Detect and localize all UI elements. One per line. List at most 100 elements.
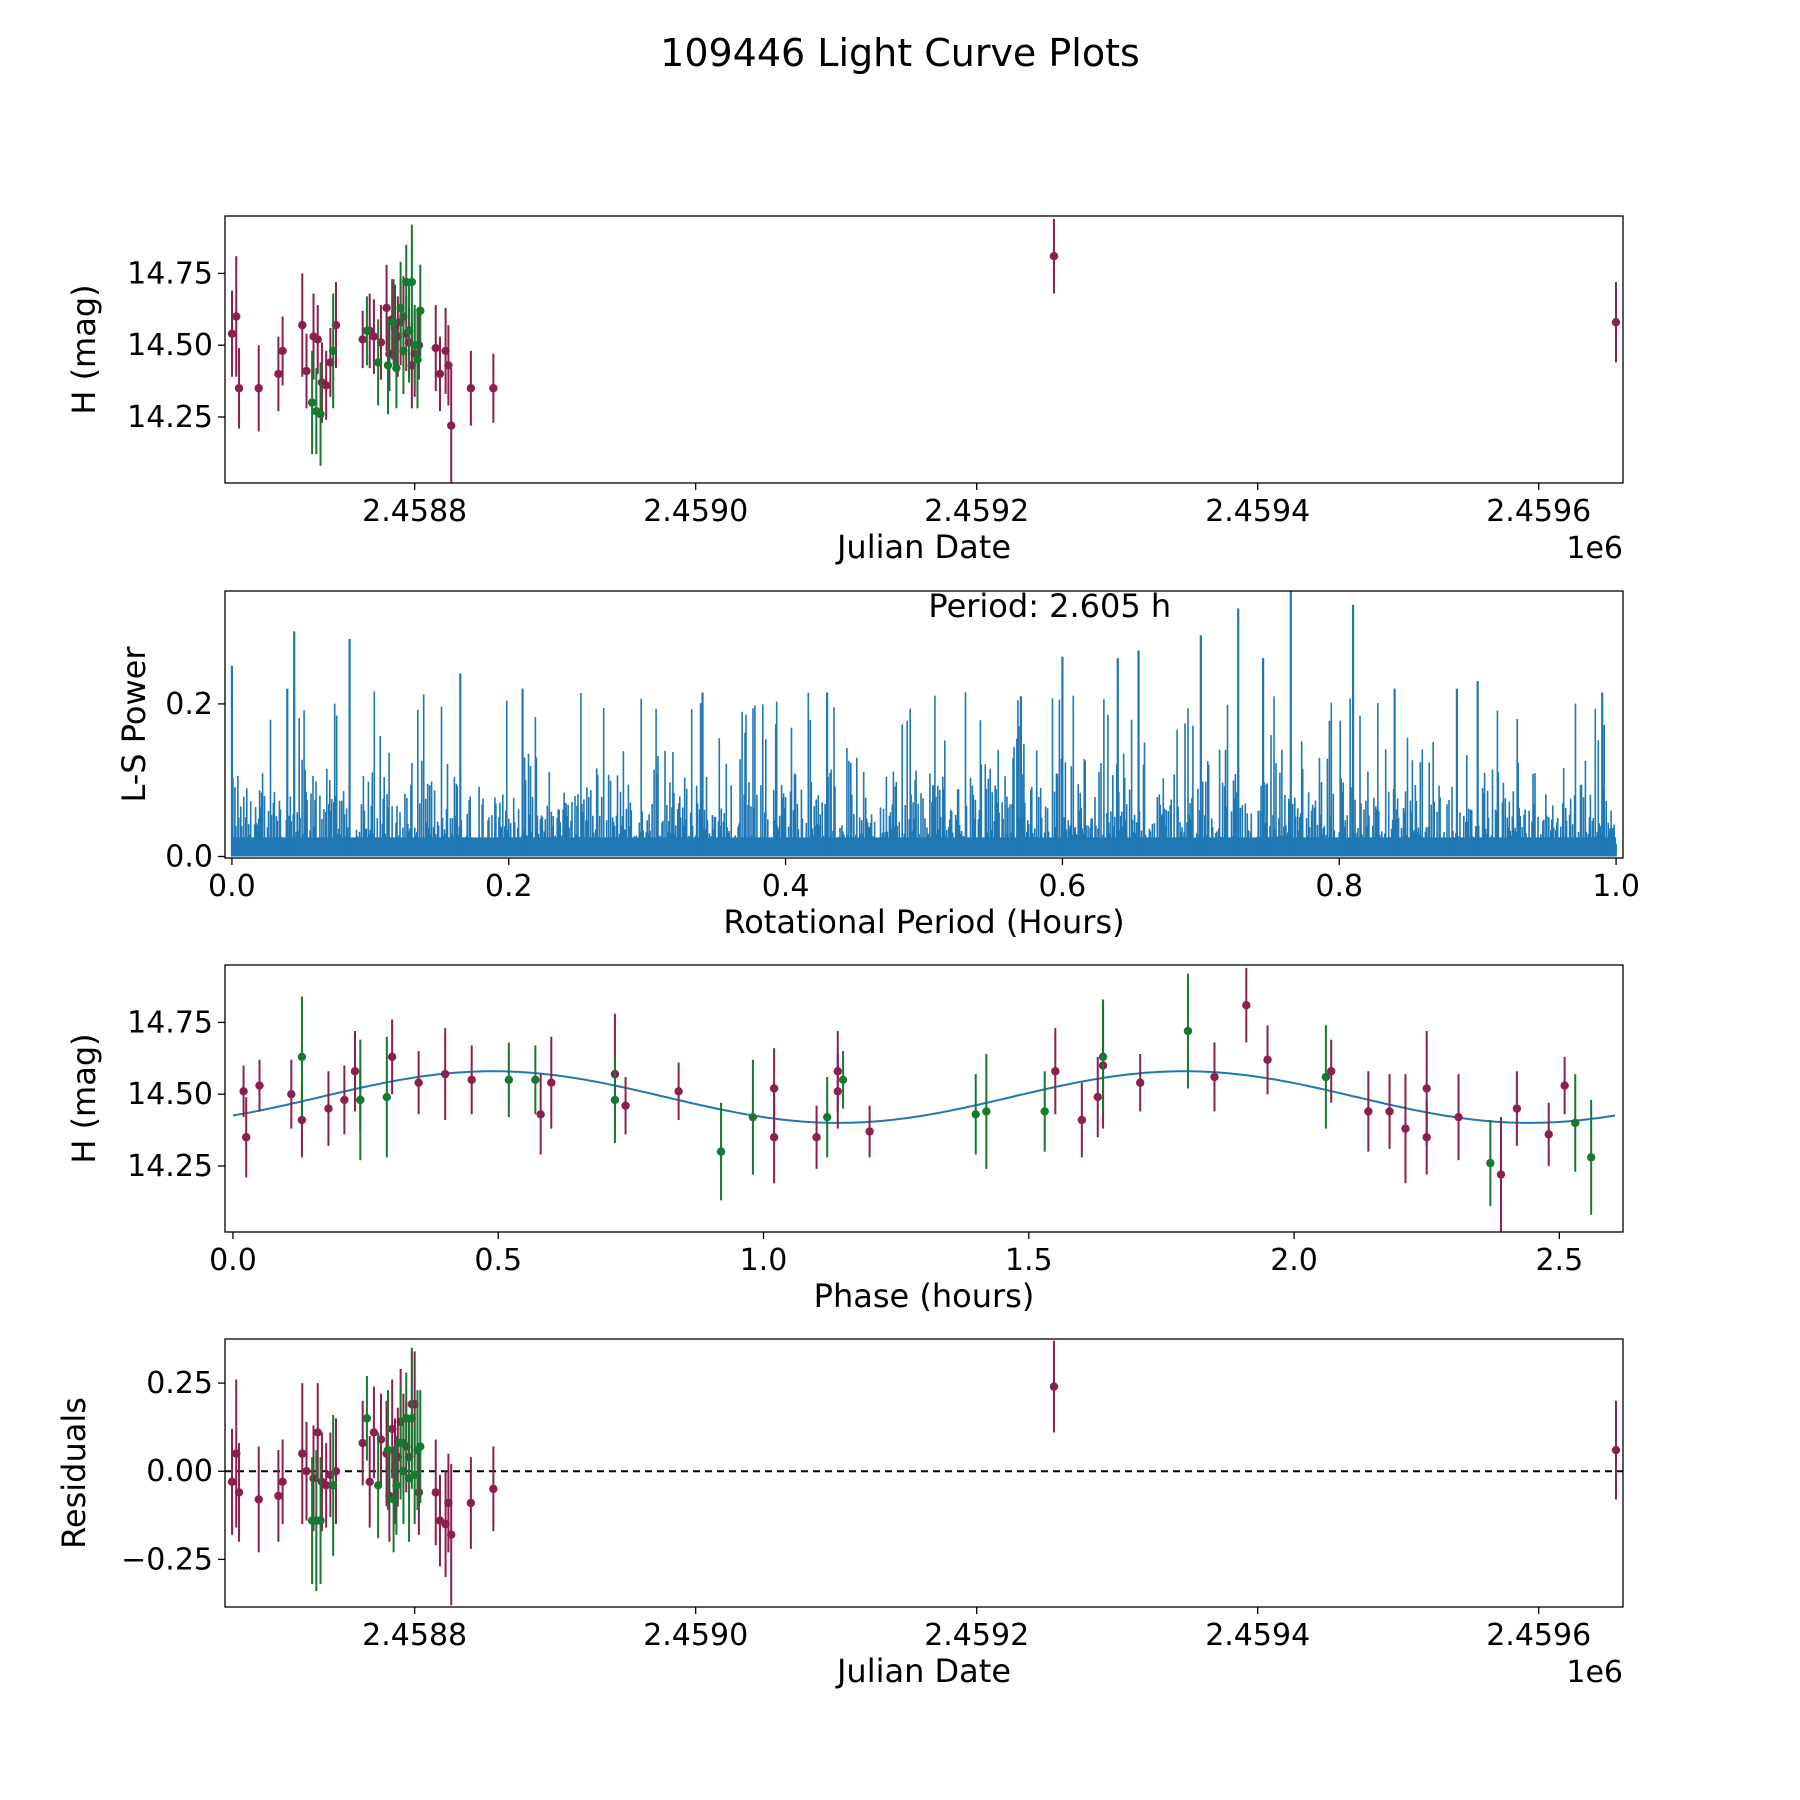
data-point [1611,1445,1621,1455]
data-point [431,1488,440,1497]
data-point [302,366,311,376]
figure-title: 109446 Light Curve Plots [660,31,1140,75]
x-tick-label: 2.4596 [1486,1618,1591,1653]
y-axis-label: H (mag) [65,1033,103,1163]
y-axis-label: Residuals [55,1397,93,1549]
x-tick-label: 2.4590 [643,494,748,529]
data-point [340,1095,349,1105]
x-offset-text: 1e6 [1566,1655,1623,1690]
data-point [1586,1153,1596,1162]
axes-frame [224,1338,1624,1608]
data-point [373,1481,383,1490]
y-tick-label: 14.25 [127,1149,213,1184]
y-tick-label: 14.75 [127,1005,213,1040]
data-point [313,1428,322,1437]
series-green [307,1347,425,1592]
data-point [328,1481,338,1490]
x-tick-label: 0.6 [1039,869,1087,904]
data-point [414,1488,424,1497]
data-point [383,361,393,370]
data-point [321,1481,331,1490]
y-tick-label: −0.25 [121,1542,213,1577]
x-tick-label: 2.4592 [924,1618,1029,1653]
data-point [298,1449,307,1458]
data-point [328,346,338,356]
data-point [1098,1052,1108,1062]
data-point [274,1491,283,1501]
data-point [399,346,408,356]
data-point [769,1084,779,1093]
data-point [447,1530,456,1539]
y-axis-label: L-S Power [115,646,153,803]
data-point [1135,1078,1145,1087]
x-offset-text: 1e6 [1566,531,1623,566]
data-point [227,1477,237,1487]
data-point [1422,1133,1431,1142]
data-point [531,1075,540,1085]
x-tick-label: 1.0 [740,1243,788,1278]
periodogram-panel: Period: 2.605 h 0.0 0.2 0.4 0.6 0.8 1.0 0.0 0.2 R… [115,587,1640,941]
data-point [547,1078,556,1087]
data-point [444,361,453,370]
data-point [316,1516,325,1525]
data-point [447,421,456,430]
data-point [316,409,325,419]
data-point [373,358,383,367]
data-point [389,318,398,327]
data-point [382,1092,392,1102]
y-tick-label: 14.25 [127,400,213,435]
data-point [297,1115,307,1125]
data-point [255,1081,264,1090]
data-point [838,1075,848,1085]
y-tick-label: 0.25 [146,1366,213,1401]
data-point [239,1087,248,1096]
data-point [278,346,287,356]
data-point [382,303,391,313]
data-point [416,306,425,315]
data-point [274,369,283,379]
data-point [489,1484,498,1494]
axes-frame [224,215,1624,484]
data-point [1385,1107,1394,1116]
data-point [254,1495,263,1504]
plot-area [232,967,1616,1232]
data-point [1077,1115,1087,1125]
x-tick-label: 0.0 [208,869,256,904]
data-point [324,1104,333,1113]
data-point [1422,1084,1431,1093]
data-point [362,326,372,336]
x-tick-label: 0.8 [1315,869,1363,904]
data-point [298,320,307,330]
data-point [242,1133,251,1142]
x-axis-label: Julian Date [835,1652,1011,1690]
data-point [536,1110,545,1119]
y-tick-label: 0.00 [146,1454,213,1489]
data-point [358,1438,367,1448]
series-red [227,1340,1621,1606]
plot-area [227,218,1621,483]
series-red [227,218,1621,483]
period-annotation: Period: 2.605 h [928,587,1171,625]
y-axis-label: H (mag) [65,284,103,414]
plot-area [225,1340,1623,1606]
data-point [1544,1130,1553,1139]
data-point [1040,1107,1049,1116]
x-tick-label: 2.4594 [1205,494,1310,529]
data-point [982,1107,991,1116]
data-point [232,312,241,321]
data-point [1496,1170,1506,1179]
data-point [287,1089,296,1099]
data-point [1093,1092,1102,1102]
x-tick-label: 2.0 [1270,1243,1318,1278]
data-point [321,381,331,390]
y-tick-label: 14.50 [127,1077,213,1112]
data-point [435,369,445,379]
y-tick-label: 0.2 [165,687,213,722]
x-axis-label: Phase (hours) [814,1277,1035,1315]
data-point [416,1442,425,1451]
data-point [748,1112,758,1122]
data-point [431,343,440,353]
data-point [350,1067,360,1076]
data-point [234,384,244,393]
x-tick-label: 2.5 [1535,1243,1583,1278]
